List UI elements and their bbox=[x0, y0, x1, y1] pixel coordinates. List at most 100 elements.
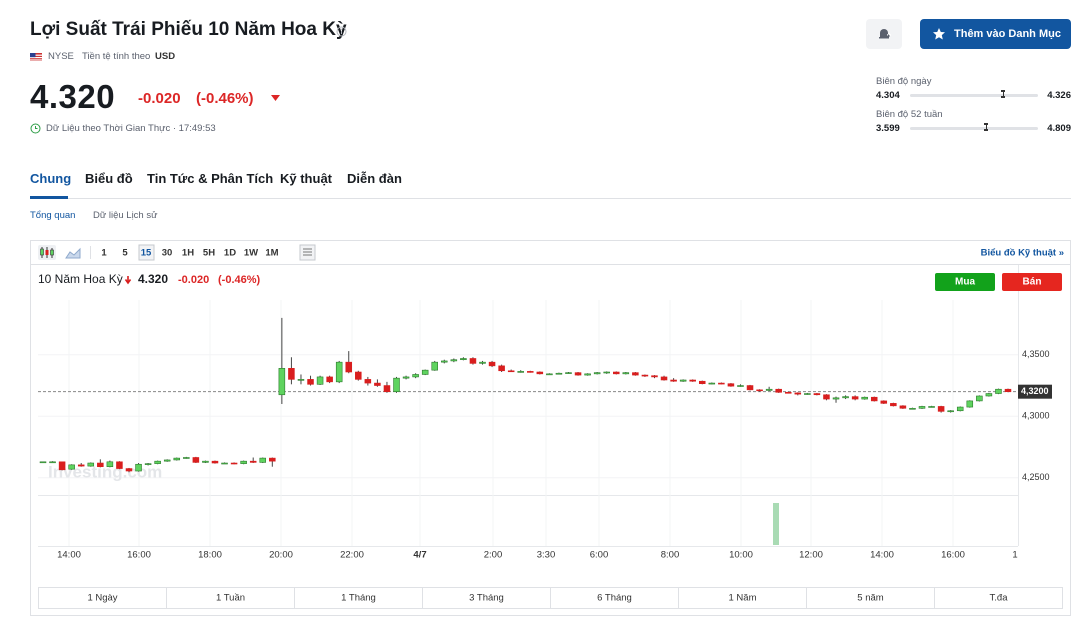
candle-body bbox=[976, 395, 983, 402]
candle-body bbox=[775, 388, 782, 393]
range-track bbox=[910, 127, 1038, 130]
x-tick-label: 16:00 bbox=[941, 550, 965, 561]
candle-body bbox=[804, 393, 811, 395]
period-button[interactable]: 1 Ngày bbox=[87, 593, 117, 604]
candle-body bbox=[39, 461, 47, 464]
period-button[interactable]: 5 năm bbox=[857, 593, 883, 604]
candle-body bbox=[278, 368, 286, 396]
candle-body bbox=[937, 406, 945, 412]
candle-body bbox=[584, 373, 591, 376]
candle-body bbox=[851, 396, 859, 400]
sell-button[interactable] bbox=[1002, 273, 1062, 291]
range-low: 3.599 bbox=[876, 123, 900, 134]
sell-label[interactable]: Bán bbox=[1023, 277, 1042, 288]
candle-body bbox=[527, 371, 534, 373]
x-tick-label: 20:00 bbox=[269, 550, 293, 561]
candle-body bbox=[670, 379, 677, 382]
interval-button[interactable]: 5H bbox=[203, 248, 215, 259]
interval-button[interactable]: 5 bbox=[122, 248, 128, 259]
candle-body bbox=[345, 361, 353, 373]
candle-type-icon[interactable] bbox=[38, 245, 56, 260]
period-button[interactable]: 6 Tháng bbox=[597, 593, 632, 604]
price-change: -0.020 bbox=[138, 90, 181, 107]
period-button[interactable]: 1 Tháng bbox=[341, 593, 376, 604]
bell-icon bbox=[879, 29, 891, 39]
alert-button[interactable] bbox=[866, 19, 902, 49]
candle-body bbox=[861, 396, 868, 400]
add-to-watchlist-button[interactable]: Thêm vào Danh Mục bbox=[920, 19, 1071, 49]
candle-body bbox=[87, 462, 95, 467]
chart-change: -0.020 bbox=[178, 274, 209, 286]
candle-body bbox=[307, 379, 314, 385]
tab[interactable]: Biểu đồ bbox=[85, 171, 133, 186]
interval-button[interactable]: 1H bbox=[182, 248, 194, 259]
x-tick-label: 8:00 bbox=[661, 550, 680, 561]
watermark: Investing.com bbox=[48, 462, 162, 481]
candle-body bbox=[421, 369, 429, 375]
candle-body bbox=[316, 376, 324, 385]
candle-body bbox=[144, 463, 152, 465]
info-icon[interactable] bbox=[336, 26, 347, 37]
candle-body bbox=[985, 393, 993, 397]
tab[interactable]: Tin Tức & Phân Tích bbox=[147, 171, 274, 186]
interval-button[interactable]: 1M bbox=[265, 248, 278, 259]
chart-change-percent: (-0.46%) bbox=[218, 274, 261, 286]
candle-body bbox=[698, 380, 706, 384]
tabs-divider bbox=[30, 198, 1071, 199]
period-button[interactable]: 1 Tuần bbox=[216, 593, 245, 604]
range-low: 4.304 bbox=[876, 90, 900, 101]
candle-body bbox=[909, 407, 916, 410]
realtime-time: 17:49:53 bbox=[178, 123, 216, 134]
candle-body bbox=[947, 410, 954, 413]
candle-body bbox=[622, 372, 630, 375]
x-tick-label: 16:00 bbox=[127, 550, 151, 561]
candle-body bbox=[813, 393, 821, 396]
area-type-icon[interactable] bbox=[65, 247, 81, 259]
candle-body bbox=[450, 359, 458, 362]
star-icon bbox=[933, 28, 945, 40]
candle-body bbox=[230, 462, 238, 465]
range-marker bbox=[1001, 90, 1006, 98]
candle-body bbox=[97, 462, 104, 468]
candle-body bbox=[737, 385, 744, 387]
subtab[interactable]: Tổng quan bbox=[30, 210, 76, 221]
interval-button[interactable]: 1W bbox=[244, 248, 258, 259]
candle-body bbox=[765, 388, 773, 391]
period-button[interactable]: 3 Tháng bbox=[469, 593, 504, 604]
add-to-watchlist-label: Thêm vào Danh Mục bbox=[954, 28, 1061, 40]
buy-label[interactable]: Mua bbox=[955, 277, 975, 288]
buy-button[interactable] bbox=[935, 273, 995, 291]
tab[interactable]: Chung bbox=[30, 171, 72, 186]
interval-button[interactable]: 1 bbox=[101, 248, 107, 259]
subtab[interactable]: Dữ liệu Lịch sử bbox=[93, 210, 158, 221]
realtime-text: Dữ Liệu theo Thời Gian Thực bbox=[46, 123, 171, 134]
candle-body bbox=[995, 388, 1002, 394]
x-tick-label: 18:00 bbox=[198, 550, 222, 561]
x-tick-label: 1 bbox=[1012, 550, 1017, 561]
candle-body bbox=[412, 374, 419, 378]
candle-body bbox=[116, 461, 123, 469]
candle-body bbox=[163, 459, 171, 462]
plot-area bbox=[38, 268, 1018, 546]
tab[interactable]: Diễn đàn bbox=[347, 171, 402, 186]
period-button[interactable]: T.đa bbox=[990, 593, 1009, 604]
candle-body bbox=[335, 361, 343, 383]
interval-button[interactable]: 1D bbox=[224, 248, 236, 259]
candle-body bbox=[794, 392, 802, 395]
range-track bbox=[910, 94, 1038, 97]
currency-label: Tiền tệ tính theo bbox=[82, 51, 151, 62]
tab[interactable]: Kỹ thuật bbox=[280, 171, 332, 186]
range-label: Biên độ 52 tuần bbox=[876, 109, 943, 120]
candle-body bbox=[928, 406, 935, 408]
x-tick-label: 10:00 bbox=[729, 550, 753, 561]
chart-widget: 1 5 15 30 1H 5H 1D 1W 1M Biểu đồ Kỹ thuật »14:00 1… bbox=[30, 240, 1071, 616]
indicator-icon[interactable] bbox=[299, 244, 316, 261]
y-tick-label: 4,3500 bbox=[1022, 349, 1050, 359]
interval-button[interactable]: 15 bbox=[141, 248, 152, 259]
interval-button[interactable]: 30 bbox=[162, 248, 173, 259]
us-flag bbox=[30, 53, 42, 61]
candle-body bbox=[431, 361, 438, 371]
period-button[interactable]: 1 Năm bbox=[729, 593, 757, 604]
technical-chart-link[interactable]: Biểu đồ Kỹ thuật » bbox=[981, 248, 1064, 259]
